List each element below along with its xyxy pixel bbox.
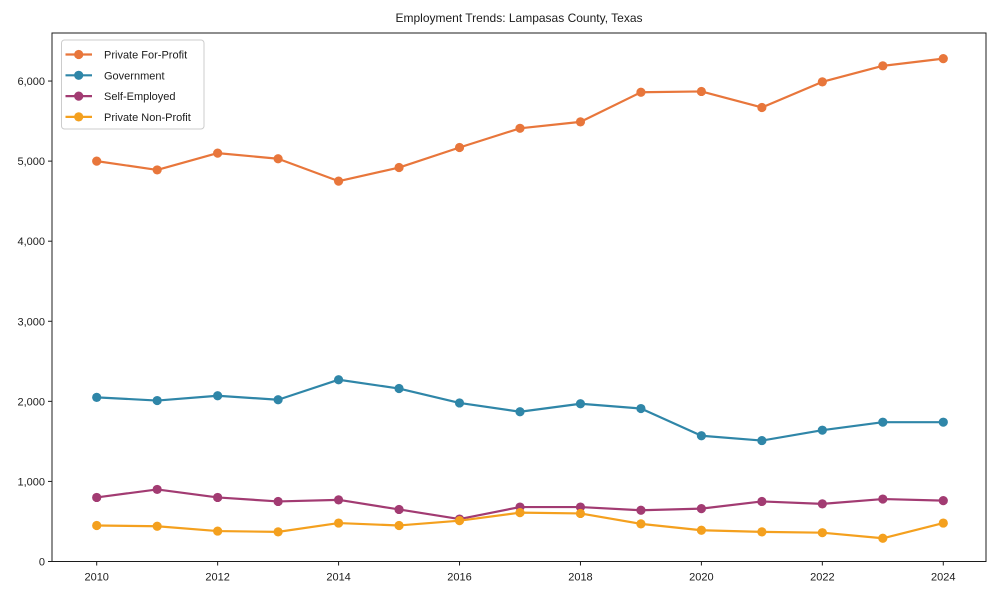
data-point-marker (454, 516, 465, 526)
legend-label: Self-Employed (104, 91, 176, 103)
data-point-marker (152, 484, 162, 495)
x-tick-label: 2024 (931, 572, 955, 584)
data-point-marker (757, 527, 767, 537)
data-point-marker (636, 403, 646, 414)
data-point-marker (515, 407, 525, 417)
data-point-marker (515, 123, 525, 133)
data-point-marker (333, 518, 344, 528)
data-point-marker (757, 496, 767, 507)
data-point-marker (575, 508, 586, 519)
data-point-marker (757, 435, 767, 446)
y-tick-label: 5,000 (17, 156, 45, 168)
legend-item-private-for-profit: Private For-Profit (65, 49, 187, 62)
data-point-marker (878, 494, 888, 504)
legend-swatch-marker (74, 49, 84, 60)
data-point-marker (878, 61, 888, 71)
data-point-marker (273, 527, 283, 537)
legend-label: Government (104, 70, 165, 82)
data-point-marker (575, 502, 586, 512)
series-private-for-profit (92, 54, 948, 186)
data-point-marker (152, 165, 162, 175)
data-point-marker (575, 399, 586, 409)
legend-box (61, 39, 205, 130)
data-point-marker (636, 87, 646, 97)
y-tick-label: 1,000 (17, 476, 45, 488)
data-point-marker (696, 504, 707, 514)
data-point-marker (938, 54, 948, 64)
data-point-marker (757, 102, 767, 113)
x-tick-label: 2022 (810, 572, 834, 584)
data-point-marker (454, 398, 465, 408)
data-point-marker (213, 391, 223, 401)
plot-area-border (51, 32, 987, 562)
data-point-marker (273, 154, 283, 164)
data-point-marker (515, 508, 525, 518)
x-tick-label: 2012 (205, 572, 229, 584)
data-point-marker (817, 425, 827, 435)
legend-swatch-marker (74, 91, 84, 101)
data-point-marker (394, 520, 404, 531)
data-point-marker (152, 395, 162, 406)
legend-item-government: Government (65, 70, 165, 82)
x-tick-label: 2016 (447, 572, 471, 584)
y-tick-label: 2,000 (17, 396, 45, 408)
series-path (95, 57, 945, 183)
legend-label: Private For-Profit (104, 50, 187, 62)
x-tick-label: 2010 (84, 572, 108, 584)
y-tick-label: 4,000 (17, 236, 45, 248)
series-self-employed (92, 484, 948, 524)
data-point-marker (636, 519, 646, 529)
data-point-marker (273, 496, 283, 507)
data-point-marker (454, 142, 465, 153)
data-point-marker (92, 520, 102, 531)
data-point-marker (333, 375, 344, 385)
data-point-marker (394, 383, 404, 394)
data-point-marker (938, 518, 948, 528)
chart-title: Employment Trends: Lampasas County, Texa… (395, 11, 642, 25)
data-point-marker (394, 162, 404, 173)
legend: Private For-Profit Government Self-Employe… (61, 39, 205, 130)
data-point-marker (394, 504, 404, 515)
legend-item-private-non-profit: Private Non-Profit (65, 112, 191, 124)
data-point-marker (696, 86, 707, 97)
data-point-marker (817, 499, 827, 509)
y-tick-label: 6,000 (17, 76, 45, 88)
data-point-marker (213, 492, 223, 503)
series-private-non-profit (92, 508, 948, 543)
data-point-marker (333, 176, 344, 186)
legend-swatch-marker (74, 112, 84, 122)
data-point-marker (213, 526, 223, 536)
legend-swatch-marker (74, 70, 84, 80)
data-point-marker (878, 533, 888, 543)
x-tick-label: 2018 (568, 572, 592, 584)
data-point-marker (696, 525, 707, 535)
data-point-marker (575, 117, 586, 127)
y-tick-label: 3,000 (17, 316, 45, 328)
data-point-marker (878, 417, 888, 427)
x-tick-label: 2020 (689, 572, 713, 584)
legend-item-self-employed: Self-Employed (65, 91, 176, 103)
data-point-marker (817, 528, 827, 538)
y-tick-label: 0 (39, 557, 45, 569)
legend-label: Private Non-Profit (104, 112, 191, 124)
data-point-marker (213, 148, 223, 158)
x-tick-label: 2014 (326, 572, 350, 584)
data-point-marker (92, 392, 102, 402)
data-point-marker (817, 77, 827, 87)
data-point-marker (938, 496, 948, 506)
data-point-marker (273, 395, 283, 405)
data-point-marker (92, 156, 102, 166)
series-government (92, 375, 948, 446)
data-point-marker (636, 505, 646, 515)
data-point-marker (92, 492, 102, 503)
data-point-marker (152, 521, 162, 531)
data-point-marker (938, 417, 948, 427)
data-point-marker (696, 431, 707, 441)
data-point-marker (333, 495, 344, 505)
